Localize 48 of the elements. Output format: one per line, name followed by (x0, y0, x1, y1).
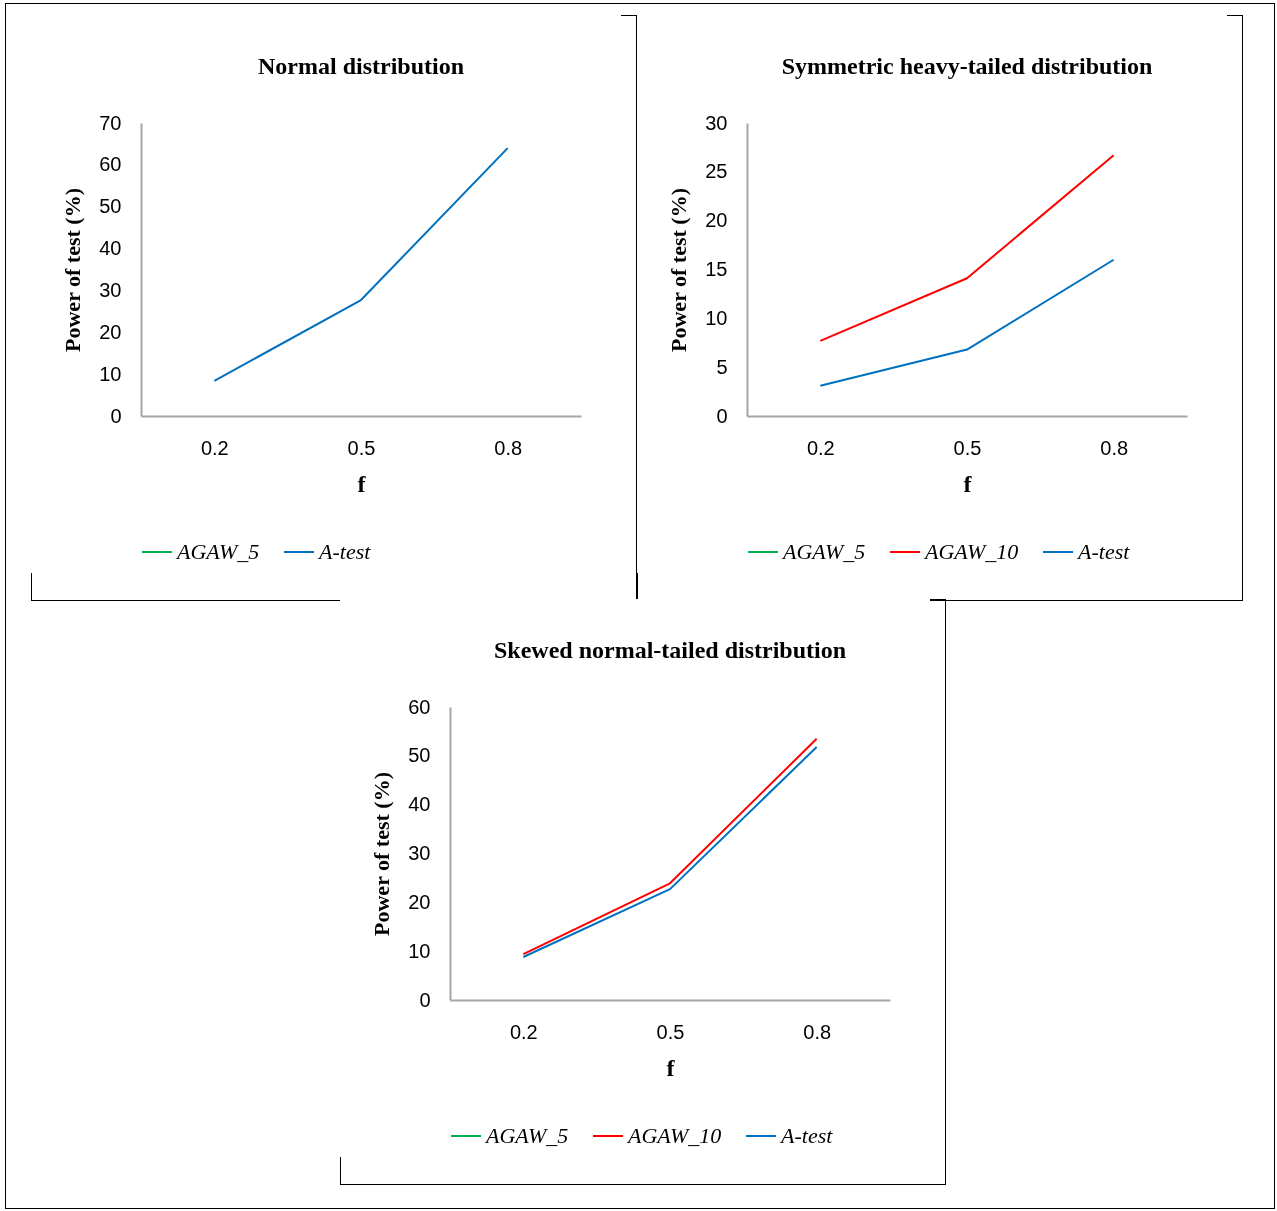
legend-label: A-test (317, 539, 372, 564)
y-tick-label: 30 (705, 111, 728, 134)
legend-label: AGAW_10 (923, 539, 1019, 564)
legend-label: A-test (779, 1123, 834, 1148)
x-tick-label: 0.2 (509, 1020, 538, 1043)
x-tick-label: 0.8 (803, 1020, 832, 1043)
legend-label: A-test (1076, 539, 1131, 564)
x-tick-label: 0.2 (806, 436, 835, 459)
y-tick-label: 10 (408, 939, 431, 962)
y-tick-label: 30 (408, 842, 431, 864)
x-tick-label: 0.8 (1100, 436, 1129, 459)
y-axis-title: Power of test (%) (60, 188, 86, 352)
y-tick-label: 50 (99, 195, 122, 218)
x-tick-label: 0.5 (347, 436, 376, 459)
legend-label: AGAW_5 (484, 1123, 569, 1148)
y-tick-label: 0 (110, 404, 122, 427)
y-tick-label: 40 (408, 793, 431, 816)
y-tick-label: 0 (716, 404, 728, 427)
x-tick-label: 0.8 (494, 436, 523, 459)
x-tick-label: 0.5 (656, 1020, 685, 1043)
y-tick-label: 50 (408, 744, 431, 767)
y-tick-label: 5 (716, 355, 728, 378)
y-tick-label: 20 (99, 320, 122, 343)
y-tick-label: 10 (99, 362, 122, 385)
chart-title: Symmetric heavy-tailed distribution (781, 53, 1153, 79)
y-tick-label: 60 (99, 153, 122, 176)
y-tick-label: 0 (419, 988, 431, 1011)
y-axis-title: Power of test (%) (369, 772, 395, 936)
y-tick-label: 30 (99, 278, 122, 301)
y-axis-title: Power of test (%) (666, 188, 692, 352)
y-tick-label: 40 (99, 237, 122, 260)
legend-label: AGAW_10 (626, 1123, 722, 1148)
y-tick-label: 25 (705, 160, 728, 183)
legend-label: AGAW_5 (781, 539, 866, 564)
x-axis-title: f (666, 1054, 676, 1081)
chart-title: Skewed normal-tailed distribution (493, 637, 847, 663)
chart-title: Normal distribution (257, 53, 465, 79)
x-axis-title: f (357, 470, 367, 497)
y-tick-label: 70 (99, 111, 122, 134)
x-tick-label: 0.2 (200, 436, 229, 459)
y-tick-label: 20 (408, 890, 431, 913)
legend-label: AGAW_5 (175, 539, 260, 564)
y-tick-label: 10 (705, 306, 728, 329)
x-axis-title: f (963, 470, 973, 497)
x-tick-label: 0.5 (953, 436, 982, 459)
y-tick-label: 20 (705, 209, 728, 232)
y-tick-label: 15 (705, 258, 728, 280)
y-tick-label: 60 (408, 695, 431, 718)
